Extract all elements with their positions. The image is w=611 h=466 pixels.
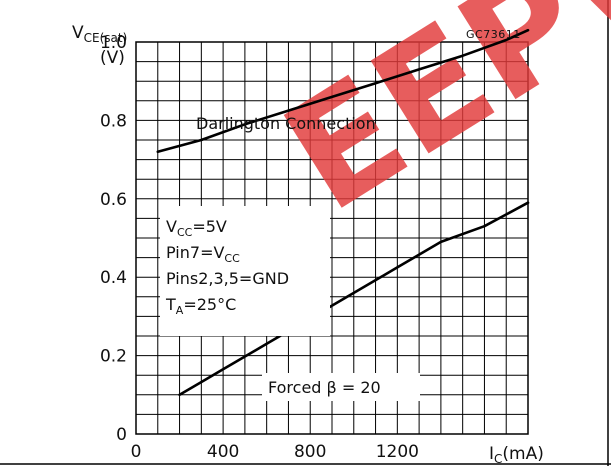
y-tick-label: 0 (116, 425, 127, 445)
y-tick-label: 0.8 (100, 111, 127, 131)
series-line-1 (178, 201, 530, 397)
conditions-text: VCC=5V Pin7=VCC Pins2,3,5=GND TA=25°C (165, 217, 289, 317)
x-tick-label: 400 (207, 442, 239, 462)
x-tick-label: 800 (294, 442, 326, 462)
y-axis-unit: (V) (100, 48, 125, 68)
condition-line: TA=25°C (165, 295, 236, 317)
x-axis-title: IC(mA) (489, 444, 544, 466)
x-tick-label: 1200 (376, 442, 419, 462)
y-axis-title: VCE(sat) (72, 23, 127, 45)
conditions-box (160, 206, 330, 336)
condition-line: Pin7=VCC (166, 243, 240, 265)
series-label-bg-1 (262, 373, 420, 401)
condition-line: VCC=5V (166, 217, 227, 239)
series-label-forced-beta: Forced β = 20 (268, 378, 381, 397)
condition-line: Pins2,3,5=GND (166, 269, 289, 288)
y-tick-label: 1.0 (100, 33, 127, 53)
y-tick-label: 0.6 (100, 190, 127, 210)
series-line-0 (156, 28, 530, 154)
figure-code: GC73611 (466, 28, 521, 41)
plot-frame (135, 41, 529, 435)
series-label-darlington: Darlington Connection (196, 114, 376, 133)
series-layer (156, 28, 530, 397)
y-tick-label: 0.4 (100, 268, 127, 288)
x-tick-label: 0 (131, 442, 142, 462)
tick-labels: 0 400 800 1200 0 0.2 0.4 0.6 0.8 1.0 (100, 33, 419, 462)
y-tick-label: 0.2 (100, 347, 127, 367)
